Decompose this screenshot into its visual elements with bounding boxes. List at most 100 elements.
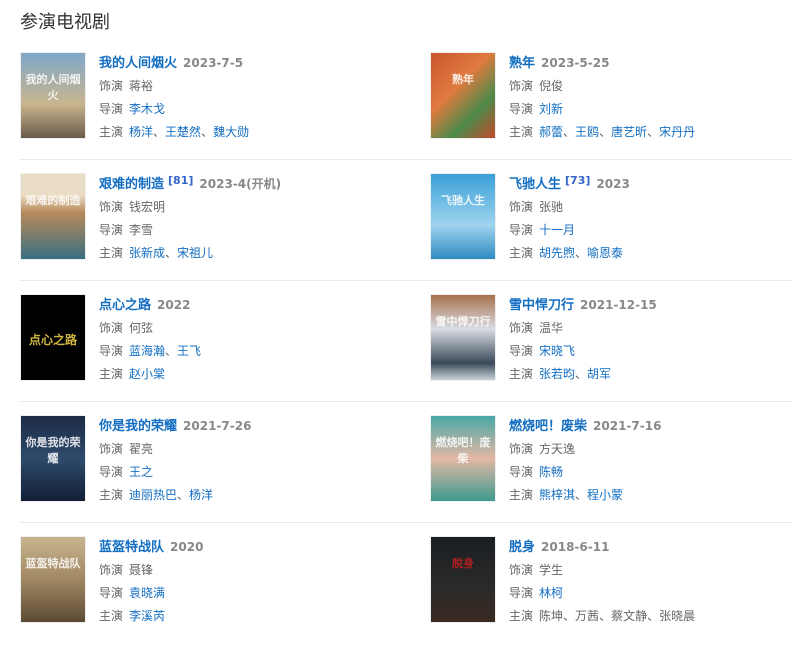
director-label: 导演: [99, 465, 124, 479]
director-link[interactable]: 林柯: [539, 586, 564, 600]
poster-title: 飞驰人生: [441, 194, 485, 207]
drama-item: 雪中悍刀行 雪中悍刀行 2021-12-15 饰演 温华 导演 宋晓飞 主演 张若昀、胡…: [430, 294, 793, 384]
drama-title-link[interactable]: 熟年: [509, 56, 536, 71]
cast-label: 主演: [509, 246, 534, 260]
drama-poster[interactable]: 飞驰人生: [430, 173, 496, 260]
separator: 、: [563, 609, 576, 623]
cast-member-link[interactable]: 李溪芮: [129, 609, 166, 623]
cast-label: 主演: [99, 609, 124, 623]
cast-member-link[interactable]: 喻恩泰: [587, 246, 624, 260]
separator: 、: [153, 125, 166, 139]
drama-item: 艰难的制造 艰难的制造 [81] 2023-4(开机) 饰演 钱宏明 导演 李雪 主演张…: [20, 173, 410, 263]
reference-link[interactable]: [81]: [168, 174, 194, 187]
drama-row: 你是我的荣耀 你是我的荣耀 2021-7-26 饰演 翟亮 导演 王之 主演 迪丽热巴、…: [19, 401, 793, 536]
drama-poster[interactable]: 你是我的荣耀: [20, 415, 86, 502]
director-link[interactable]: 刘新: [539, 102, 564, 116]
release-date: 2021-7-26: [183, 419, 252, 433]
drama-title-link[interactable]: 艰难的制造: [99, 177, 165, 192]
drama-title-link[interactable]: 点心之路: [99, 298, 152, 313]
release-date: 2018-6-11: [541, 540, 610, 554]
poster-title: 艰难的制造: [25, 194, 81, 207]
cast-member-link[interactable]: 胡军: [587, 367, 612, 381]
drama-title-link[interactable]: 蓝盔特战队: [99, 540, 165, 555]
reference-link[interactable]: [73]: [565, 174, 591, 187]
cast-label: 主演: [99, 125, 124, 139]
poster-title: 蓝盔特战队: [25, 557, 81, 570]
role-label: 饰演: [509, 563, 534, 577]
cast-member-link[interactable]: 宋祖儿: [177, 246, 214, 260]
cast-member-link[interactable]: 王鸥: [575, 125, 600, 139]
release-date: 2023-5-25: [541, 56, 610, 70]
drama-item: 蓝盔特战队 蓝盔特战队 2020 饰演 聂锋 导演 袁晓满 主演 李溪芮: [20, 536, 410, 626]
cast-member: 蔡文静: [611, 609, 648, 623]
director-link[interactable]: 袁晓满: [129, 586, 166, 600]
cast-member-link[interactable]: 程小蒙: [587, 488, 624, 502]
director-label: 导演: [509, 586, 534, 600]
drama-poster[interactable]: 雪中悍刀行: [430, 294, 496, 381]
drama-poster[interactable]: 点心之路: [20, 294, 86, 381]
separator: 、: [647, 609, 660, 623]
director-label: 导演: [509, 102, 534, 116]
drama-title-link[interactable]: 脱身: [509, 540, 536, 555]
drama-title-link[interactable]: 你是我的荣耀: [99, 419, 178, 434]
role-label: 饰演: [509, 321, 534, 335]
cast-member-link[interactable]: 张新成: [129, 246, 166, 260]
drama-title-link[interactable]: 雪中悍刀行: [509, 298, 575, 313]
separator: 、: [177, 488, 190, 502]
cast-member-link[interactable]: 郝蕾: [539, 125, 564, 139]
cast-member-link[interactable]: 胡先煦: [539, 246, 576, 260]
cast-member-link[interactable]: 杨洋: [189, 488, 214, 502]
drama-row: 蓝盔特战队 蓝盔特战队 2020 饰演 聂锋 导演 袁晓满 主演 李溪芮 脱身 脱身 20…: [19, 522, 793, 657]
director-link[interactable]: 王飞: [177, 344, 202, 358]
separator: 、: [575, 367, 588, 381]
release-date: 2023-4(开机): [199, 177, 282, 191]
cast-label: 主演: [509, 488, 534, 502]
cast-label: 主演: [99, 246, 124, 260]
poster-title: 你是我的荣耀: [25, 436, 81, 465]
cast-member-link[interactable]: 魏大勋: [213, 125, 250, 139]
director-link[interactable]: 蓝海瀚: [129, 344, 166, 358]
role-label: 饰演: [509, 200, 534, 214]
cast-member-link[interactable]: 唐艺昕: [611, 125, 648, 139]
director-label: 导演: [99, 223, 124, 237]
separator: 、: [599, 609, 612, 623]
drama-title-link[interactable]: 我的人间烟火: [99, 56, 178, 71]
director-link[interactable]: 宋晓飞: [539, 344, 576, 358]
cast-member-link[interactable]: 张若昀: [539, 367, 576, 381]
role-name: 何弦: [129, 321, 154, 335]
role-label: 饰演: [99, 563, 124, 577]
release-date: 2021-7-16: [593, 419, 662, 433]
drama-item: 燃烧吧！废柴 燃烧吧！废柴 2021-7-16 饰演 方天逸 导演 陈畅 主演 熊梓淇、…: [430, 415, 793, 505]
cast-member-link[interactable]: 熊梓淇: [539, 488, 576, 502]
release-date: 2020: [170, 540, 204, 554]
cast-member-link[interactable]: 杨洋: [129, 125, 154, 139]
director-link[interactable]: 十一月: [539, 223, 576, 237]
separator: 、: [165, 344, 178, 358]
role-name: 温华: [539, 321, 564, 335]
director-link[interactable]: 陈畅: [539, 465, 564, 479]
role-name: 倪俊: [539, 79, 564, 93]
director-link[interactable]: 李木戈: [129, 102, 166, 116]
drama-poster[interactable]: 脱身: [430, 536, 496, 623]
cast-member-link[interactable]: 迪丽热巴: [129, 488, 178, 502]
cast-member-link[interactable]: 赵小棠: [129, 367, 166, 381]
drama-poster[interactable]: 熟年: [430, 52, 496, 139]
role-name: 翟亮: [129, 442, 154, 456]
director-label: 导演: [509, 344, 534, 358]
cast-member-link[interactable]: 宋丹丹: [659, 125, 696, 139]
drama-item: 熟年 熟年 2023-5-25 饰演 倪俊 导演 刘新 主演 郝蕾、王鸥、唐艺昕、宋丹丹: [430, 52, 793, 142]
director-link[interactable]: 王之: [129, 465, 154, 479]
role-label: 饰演: [99, 442, 124, 456]
role-label: 饰演: [509, 79, 534, 93]
role-name: 方天逸: [539, 442, 576, 456]
separator: 、: [599, 125, 612, 139]
drama-title-link[interactable]: 飞驰人生: [509, 177, 562, 192]
drama-poster[interactable]: 蓝盔特战队: [20, 536, 86, 623]
drama-poster[interactable]: 燃烧吧！废柴: [430, 415, 496, 502]
drama-title-link[interactable]: 燃烧吧！废柴: [509, 419, 588, 434]
release-date: 2022: [157, 298, 191, 312]
drama-poster[interactable]: 我的人间烟火: [20, 52, 86, 139]
drama-item: 飞驰人生 飞驰人生 [73] 2023 饰演 张驰 导演 十一月 主演 胡先煦、喻恩泰: [430, 173, 793, 263]
drama-poster[interactable]: 艰难的制造: [20, 173, 86, 260]
cast-member-link[interactable]: 王楚然: [165, 125, 202, 139]
